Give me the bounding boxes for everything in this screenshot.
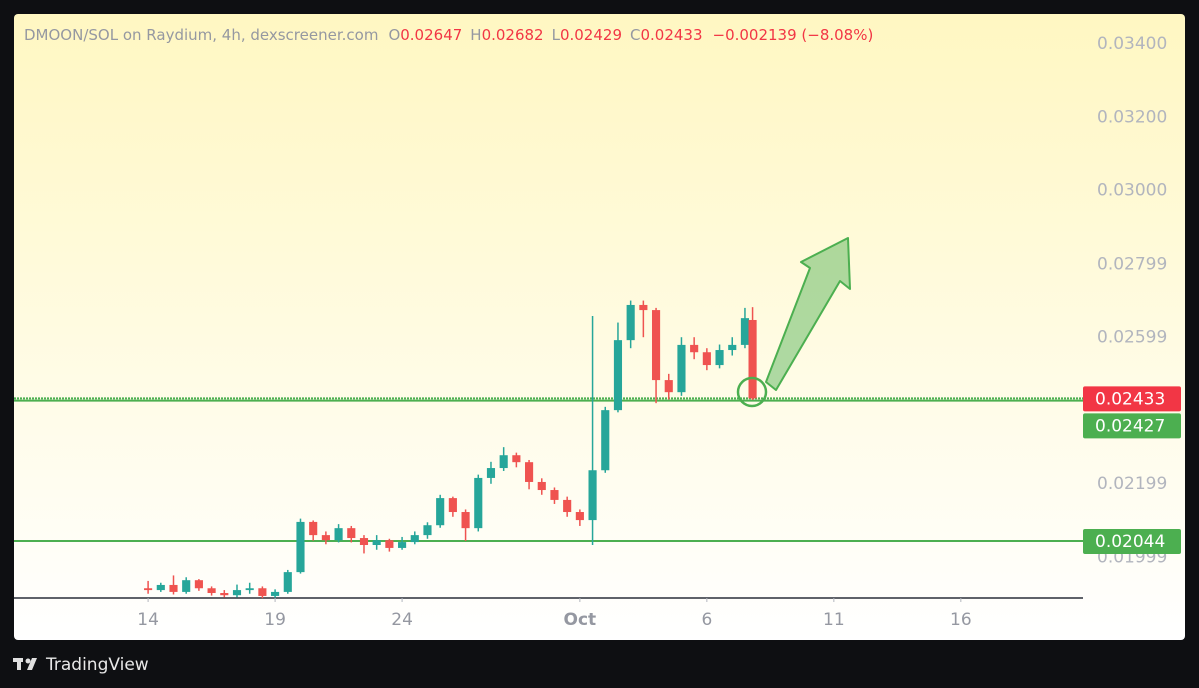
candle-body [702,352,711,366]
candle-body [156,584,165,591]
candle-body [651,310,661,381]
candle-body [309,521,318,536]
ohlc-letter: H [470,26,481,44]
ohlc-value: 0.02433 [640,26,702,44]
x-tick-label: Oct [564,610,597,630]
ohlc-letter: C [630,26,640,44]
ohlc-value: 0.02429 [560,26,622,44]
candle-body [626,304,635,341]
candle-body [664,380,673,393]
candle-body [715,350,724,366]
candle-body [245,588,254,591]
candle-body [486,468,496,478]
annotation-circle [736,376,768,408]
candle-body [347,528,356,539]
y-tick-label: 0.03400 [1097,34,1167,54]
candle-body [283,572,292,592]
candle-body [398,542,407,548]
candle-body [232,590,242,596]
price-label-box [1083,386,1181,412]
candle-body [613,340,623,411]
x-tick-label: 19 [264,610,286,630]
header: DMOON/SOL on Raydium, 4h, dexscreener.co… [24,26,873,44]
candle-body [296,521,305,573]
y-tick-label: 0.03200 [1097,107,1167,127]
candle-body [220,593,229,596]
candle-body [410,535,419,543]
candle-body [144,588,153,591]
footer-logo [13,658,37,670]
candle-body [385,540,394,548]
ohlc-letter: L [552,26,561,44]
candle-body [182,580,191,592]
chart-panel [14,14,1185,640]
candle-body [588,470,597,521]
candle-body [169,584,178,592]
ohlc-letter: O [388,26,400,44]
candle-body [271,591,280,596]
x-tick-label: 11 [823,610,845,630]
candle-body [563,499,572,513]
candle-body [748,319,757,399]
price-label-box [1083,413,1181,439]
candle-body [525,462,534,482]
header-title: DMOON/SOL on Raydium, 4h, dexscreener.co… [24,26,378,44]
candle-body [321,535,330,541]
candle-body [499,455,508,469]
y-tick-label: 0.03000 [1097,181,1167,201]
candle-body [677,344,686,393]
candle-body [740,318,750,345]
candle-body [550,490,559,500]
candle-body [537,481,546,491]
candle-body [448,498,457,513]
change: −0.002139 (−8.08%) [713,26,874,44]
x-tick-label: 6 [701,610,712,630]
price-label: 0.02433 [1095,389,1165,409]
candle-body [474,477,483,529]
candle-body [728,344,737,351]
ohlc-value: 0.02647 [400,26,462,44]
ohlc-value: 0.02682 [482,26,544,44]
candle-body [372,540,381,546]
candle-body [334,528,343,541]
candle-body [423,525,432,536]
candle-body [639,304,648,311]
annotation-arrow [765,237,851,391]
price-label-box [1083,528,1181,554]
candle-body [207,588,216,594]
candle-body [512,455,521,463]
price-label: 0.02427 [1095,416,1165,436]
x-tick-label: 24 [391,610,413,630]
y-tick-label: 0.02199 [1097,474,1167,494]
candle-body [461,512,470,529]
candle-body [690,344,699,353]
candle-body [436,498,445,526]
candle-body [575,512,584,521]
x-tick-label: 14 [137,610,159,630]
candle-body [601,410,610,471]
footer-text: TradingView [45,655,149,675]
y-tick-label: 0.02599 [1097,328,1167,348]
x-tick-label: 16 [950,610,972,630]
y-tick-label: 0.02799 [1097,254,1167,274]
candle-body [258,588,267,596]
price-label: 0.02044 [1095,532,1165,552]
candle-body [359,538,369,546]
candle-body [194,580,203,589]
